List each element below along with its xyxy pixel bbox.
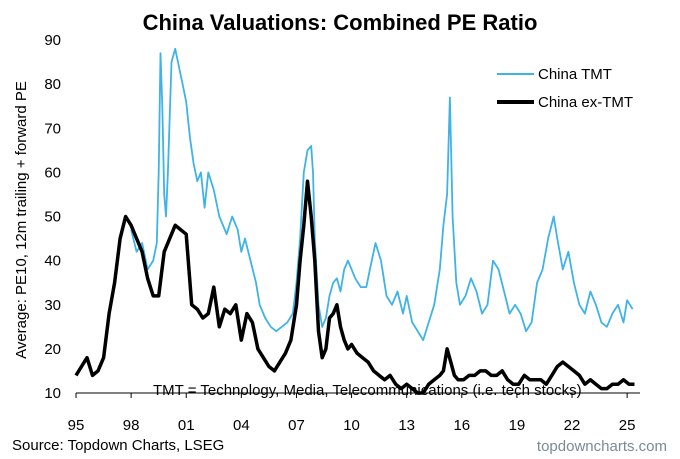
x-tick-label: 19 xyxy=(509,417,526,434)
y-tick-label: 70 xyxy=(44,120,61,137)
source-note: Source: Topdown Charts, LSEG xyxy=(12,437,224,454)
x-axis: 95 98 01 04 07 10 13 16 19 22 25 xyxy=(68,393,636,434)
legend: China TMT China ex-TMT xyxy=(497,66,633,111)
series-layer xyxy=(74,47,635,395)
x-tick-label: 98 xyxy=(123,417,140,434)
chart-annotation: TMT = Technology, Media, Telecommunicati… xyxy=(153,382,582,399)
series-line-china-tmt xyxy=(130,47,634,342)
x-tick-label: 07 xyxy=(288,417,305,434)
x-tick-label: 10 xyxy=(343,417,360,434)
x-tick-label: 01 xyxy=(178,417,195,434)
series-line-china-ex-tmt xyxy=(74,179,635,395)
chart-title: China Valuations: Combined PE Ratio xyxy=(143,10,538,35)
y-tick-label: 20 xyxy=(44,341,61,358)
x-tick-label: 25 xyxy=(619,417,636,434)
y-tick-label: 10 xyxy=(44,385,61,402)
y-tick-label: 30 xyxy=(44,297,61,314)
y-tick-label: 50 xyxy=(44,209,61,226)
y-axis-label: Average: PE10, 12m trailing + forward PE xyxy=(13,81,30,359)
brand-watermark: topdowncharts.com xyxy=(537,438,667,455)
x-tick-label: 16 xyxy=(453,417,470,434)
x-tick-label: 22 xyxy=(564,417,581,434)
legend-label-china-tmt: China TMT xyxy=(538,66,612,83)
legend-label-china-ex-tmt: China ex-TMT xyxy=(538,94,633,111)
x-tick-label: 04 xyxy=(233,417,250,434)
y-tick-label: 80 xyxy=(44,76,61,93)
y-tick-label: 90 xyxy=(44,32,61,49)
x-tick-label: 13 xyxy=(398,417,415,434)
y-tick-label: 40 xyxy=(44,253,61,270)
x-tick-label: 95 xyxy=(68,417,85,434)
y-axis: 10 20 30 40 50 60 70 80 90 xyxy=(44,32,61,402)
y-tick-label: 60 xyxy=(44,164,61,181)
